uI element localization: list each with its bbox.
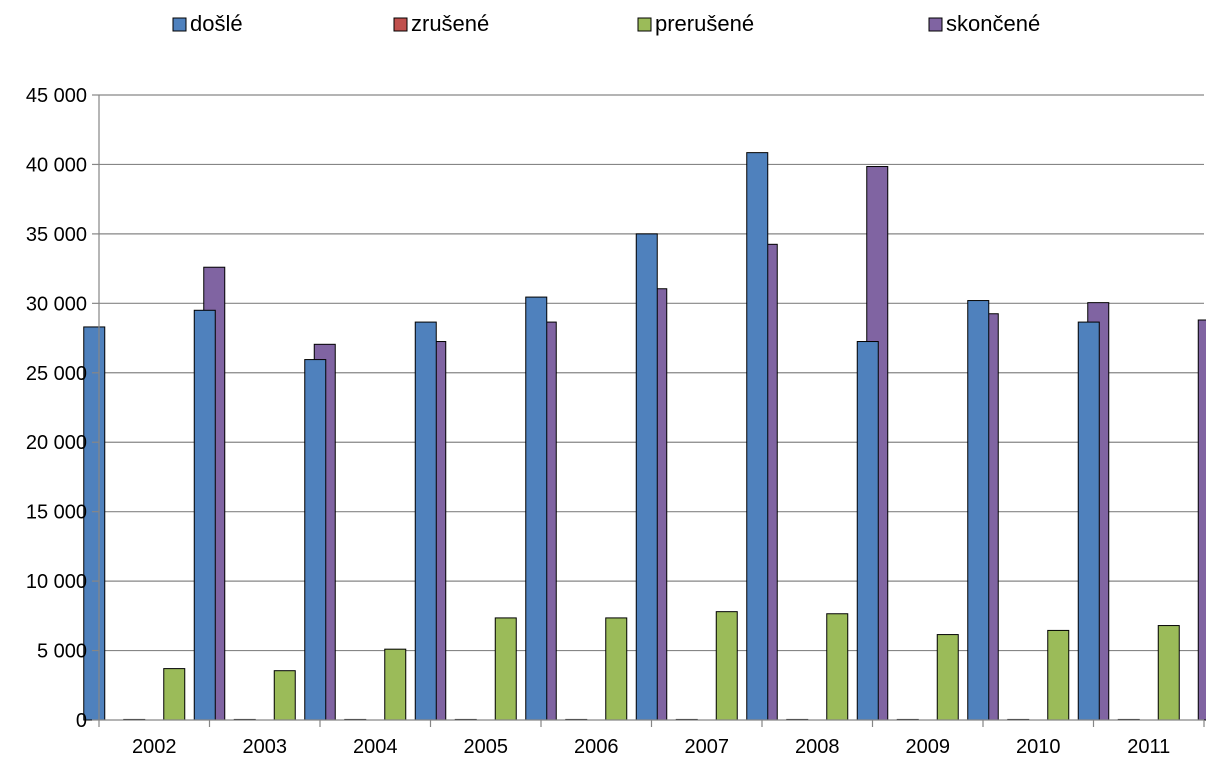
y-tick-label: 15 000	[26, 502, 87, 524]
legend-swatch	[393, 17, 408, 32]
bar-prerušené-2009	[936, 634, 959, 721]
y-tick-label: 35 000	[26, 224, 87, 246]
bar-prerušené-2010	[1047, 629, 1070, 721]
y-tick-label: 10 000	[26, 571, 87, 593]
x-tick-label: 2008	[795, 736, 840, 758]
bar-došlé-2008	[746, 152, 769, 721]
y-tick-label: 40 000	[26, 154, 87, 176]
bar-došlé-2011	[1077, 321, 1100, 721]
y-tick-label: 30 000	[26, 293, 87, 315]
legend-swatch	[172, 17, 187, 32]
bar-prerušené-2006	[605, 617, 628, 721]
x-tick-label: 2006	[574, 736, 619, 758]
x-tick-label: 2011	[1127, 736, 1170, 758]
bar-došlé-2010	[967, 300, 990, 721]
bar-došlé-2004	[304, 359, 327, 721]
x-tick-label: 2002	[132, 736, 177, 758]
y-tick-label: 20 000	[26, 432, 87, 454]
x-tick-label: 2007	[685, 736, 730, 758]
legend-label: došlé	[190, 11, 243, 36]
bar-došlé-2006	[525, 296, 548, 721]
bar-prerušené-2002	[163, 668, 186, 721]
y-axis-ticks: 0 5 000 10 000 15 000 20 000 25 000 30 000 35 0…	[26, 85, 99, 732]
x-tick-label: 2004	[353, 736, 398, 758]
y-tick-label: 25 000	[26, 363, 87, 385]
legend-label: skončené	[946, 11, 1040, 36]
bar-prerušené-2003	[273, 670, 296, 721]
y-tick-label: 5 000	[37, 641, 87, 663]
chart-legend: došlé zrušené prerušené skončené	[172, 11, 1040, 36]
y-tick-label: 45 000	[26, 85, 87, 107]
bar-prerušené-2011	[1157, 625, 1180, 721]
x-tick-label: 2005	[464, 736, 509, 758]
chart-bars	[83, 152, 1206, 721]
y-tick-label: 0	[76, 710, 87, 732]
bar-došlé-2003	[193, 309, 216, 721]
legend-label: zrušené	[411, 11, 489, 36]
bar-došlé-2005	[414, 321, 437, 721]
bar-prerušené-2005	[494, 617, 517, 721]
bar-došlé-2007	[635, 233, 658, 721]
bar-došlé-2009	[856, 341, 879, 721]
x-tick-label: 2003	[243, 736, 288, 758]
bar-prerušené-2008	[826, 613, 849, 721]
x-axis-ticks: 2002 2003 2004 2005 2006 2007 2008 2009 2010 2011	[98, 720, 1205, 758]
bar-prerušené-2004	[384, 648, 407, 721]
bar-skončené-2011	[1197, 319, 1206, 721]
legend-swatch	[637, 17, 652, 32]
x-tick-label: 2010	[1016, 736, 1061, 758]
legend-swatch	[928, 17, 943, 32]
x-tick-label: 2009	[906, 736, 951, 758]
legend-label: prerušené	[655, 11, 754, 36]
bar-prerušené-2007	[715, 611, 738, 721]
